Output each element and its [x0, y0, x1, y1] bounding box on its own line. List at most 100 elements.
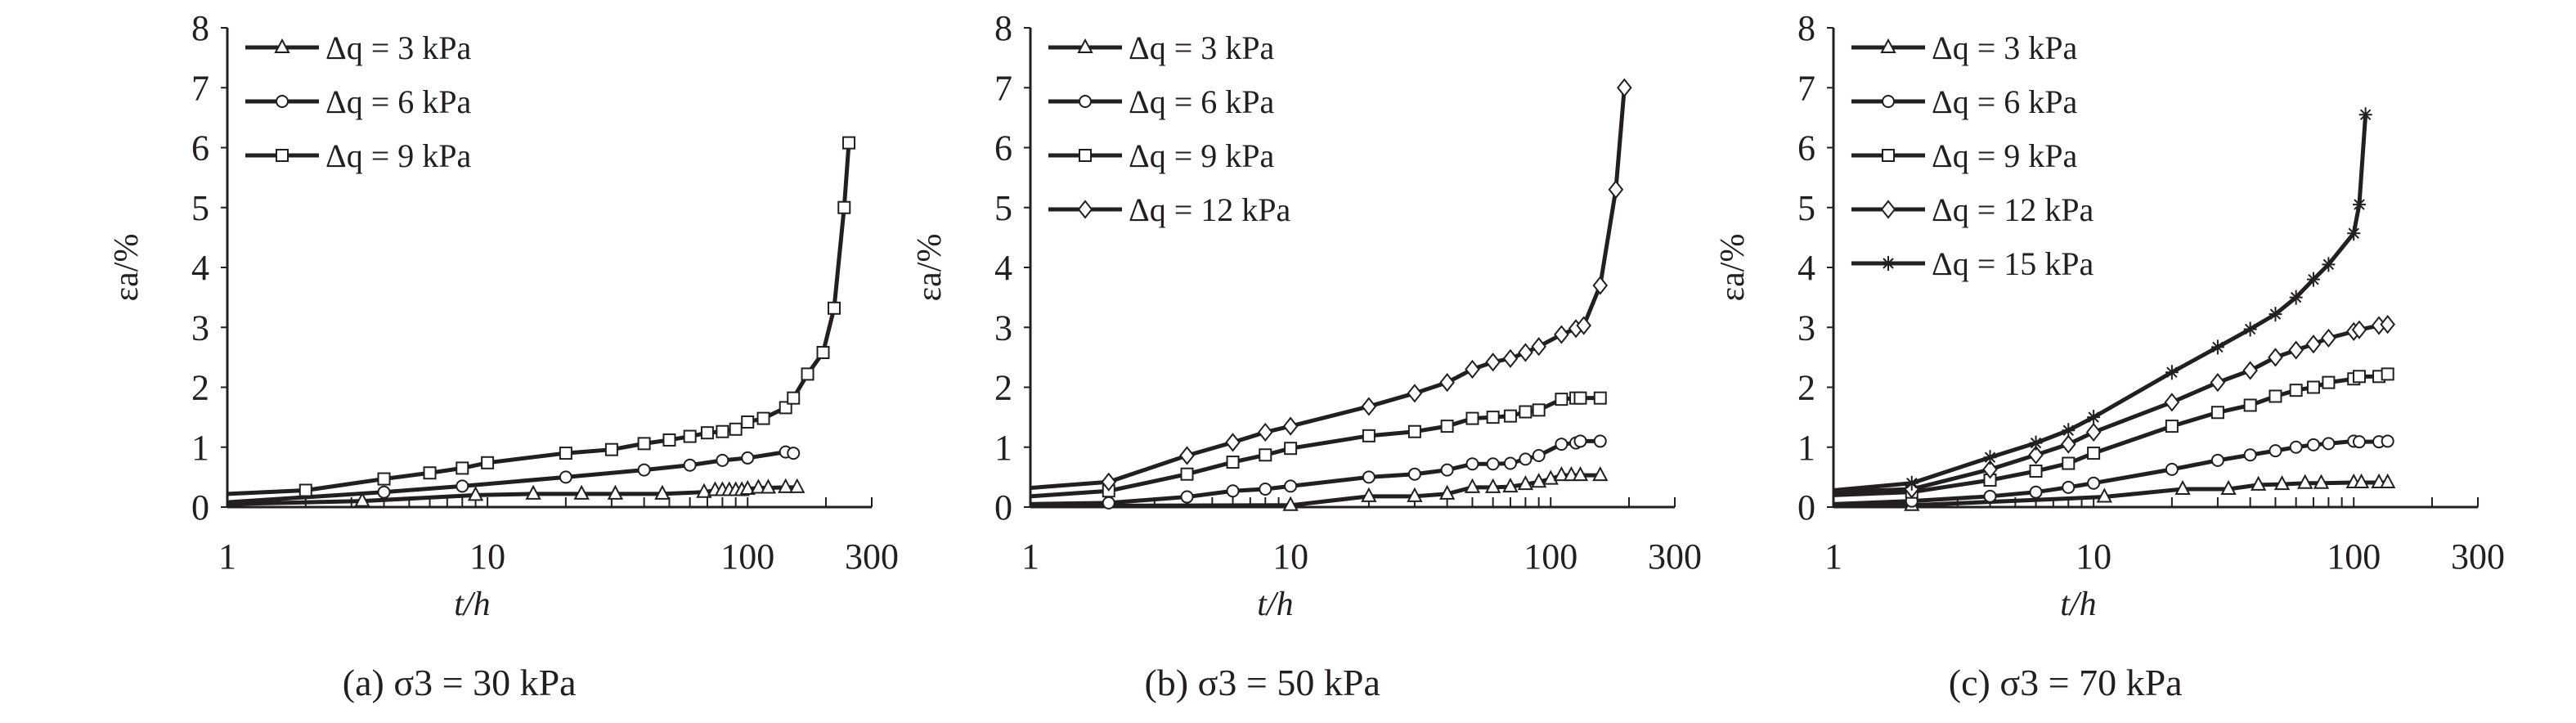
x-tick-label: 100: [720, 537, 774, 577]
data-point: [1554, 325, 1569, 344]
data-point: [2062, 423, 2076, 438]
data-point: [2288, 340, 2304, 360]
series-circle: [1030, 434, 1607, 510]
panel-caption: (c) σ3 = 70 kPa: [1949, 662, 2183, 703]
data-point: [2273, 475, 2291, 491]
legend-marker-circle-icon: [1079, 95, 1092, 108]
legend-entry: Δq = 3 kPa: [245, 29, 472, 66]
data-point: [1532, 403, 1546, 417]
y-tick-label: 1: [191, 428, 209, 468]
data-point: [1517, 475, 1534, 491]
data-point: [683, 458, 697, 472]
data-point: [2306, 380, 2320, 394]
data-point: [1284, 479, 1298, 493]
legend-entry: Δq = 12 kPa: [1851, 191, 2094, 228]
data-point: [2243, 398, 2257, 412]
data-point: [2165, 420, 2179, 433]
y-tick-label: 1: [994, 428, 1012, 468]
data-point: [739, 479, 756, 496]
legend-marker-triangle-icon: [274, 38, 290, 53]
data-point: [1484, 478, 1501, 493]
data-point: [1573, 391, 1587, 405]
data-point: [2165, 365, 2179, 380]
y-tick-label: 3: [191, 308, 209, 348]
data-point: [1465, 457, 1479, 471]
x-tick-label: 300: [2451, 537, 2505, 577]
data-point: [456, 461, 469, 475]
legend-entry: Δq = 9 kPa: [245, 137, 472, 174]
data-point: [559, 470, 572, 484]
data-point: [1361, 487, 1377, 502]
legend-marker-triangle-icon: [1077, 38, 1093, 53]
y-tick-label: 0: [994, 487, 1012, 528]
series-diamond: [1030, 78, 1632, 492]
data-point: [1553, 466, 1570, 482]
data-point: [779, 401, 792, 415]
data-point: [2321, 328, 2336, 348]
data-point: [700, 426, 714, 440]
x-axis-label: t/h: [1257, 586, 1293, 623]
data-point: [789, 478, 806, 493]
data-point: [1573, 434, 1587, 448]
data-point: [1608, 180, 1624, 200]
data-point: [1555, 438, 1568, 451]
data-point: [2087, 410, 2101, 425]
data-point: [760, 478, 777, 494]
y-tick-label: 7: [1797, 68, 1815, 108]
legend-marker-triangle-icon: [1880, 38, 1896, 53]
series-triangle: [1030, 466, 1609, 511]
x-tick-label: 1: [1824, 537, 1842, 577]
data-point: [559, 447, 572, 460]
data-point: [1101, 472, 1117, 492]
data-point: [1282, 496, 1299, 511]
series-line: [227, 450, 794, 505]
y-tick-label: 4: [994, 248, 1012, 288]
data-point: [2289, 290, 2303, 305]
data-point: [2306, 438, 2320, 451]
y-tick-label: 7: [191, 68, 209, 108]
series-triangle: [227, 478, 806, 507]
data-point: [604, 442, 618, 456]
legend-marker-square-icon: [276, 149, 289, 162]
data-point: [2165, 462, 2179, 476]
y-tick-label: 1: [1797, 428, 1815, 468]
data-point: [1440, 420, 1454, 433]
data-point: [1464, 478, 1481, 493]
panel-caption: (b) σ3 = 50 kPa: [1144, 662, 1380, 703]
data-point: [354, 492, 370, 507]
data-point: [787, 447, 801, 460]
data-point: [298, 483, 312, 497]
data-point: [1258, 422, 1273, 442]
data-point: [2352, 197, 2366, 213]
data-point: [1502, 348, 1519, 368]
legend-marker-circle-icon: [276, 95, 289, 108]
data-point: [1438, 484, 1456, 500]
data-point: [1407, 467, 1421, 481]
y-tick-label: 2: [1797, 368, 1815, 408]
data-point: [377, 485, 391, 499]
data-point: [2243, 321, 2257, 337]
data-point: [2242, 361, 2258, 380]
data-point: [696, 483, 712, 498]
data-point: [662, 433, 676, 447]
data-point: [2028, 445, 2044, 465]
data-point: [1486, 411, 1500, 424]
y-tick-label: 7: [994, 68, 1012, 108]
y-tick-label: 6: [1797, 128, 1815, 168]
data-point: [2347, 226, 2361, 241]
data-point: [1503, 456, 1517, 470]
series-triangle: [1833, 473, 2396, 511]
data-point: [2305, 335, 2322, 354]
series-asterisk: [1833, 107, 2372, 492]
data-point: [1593, 434, 1607, 448]
y-tick-label: 8: [994, 8, 1012, 48]
x-tick-label: 10: [2076, 537, 2112, 577]
data-point: [654, 484, 671, 500]
data-point: [2269, 444, 2282, 458]
data-point: [1982, 460, 1998, 479]
data-point: [2210, 339, 2224, 355]
legend-marker-circle-icon: [1882, 95, 1895, 108]
data-point: [1555, 393, 1568, 406]
